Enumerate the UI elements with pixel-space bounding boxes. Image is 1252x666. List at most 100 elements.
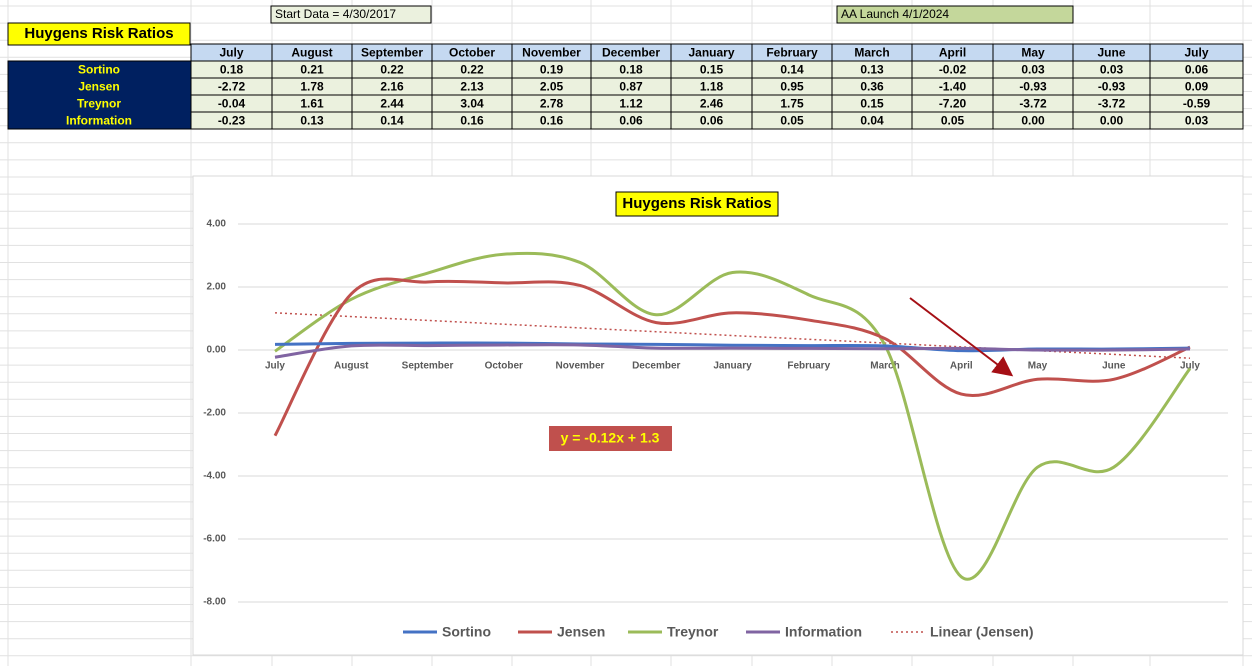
- cell-value: 0.95: [780, 80, 804, 94]
- cell-value: -0.59: [1183, 97, 1211, 111]
- row-label: Sortino: [78, 63, 120, 77]
- sheet-title: Huygens Risk Ratios: [24, 25, 173, 42]
- legend-label: Jensen: [557, 624, 605, 640]
- equation-box: [549, 426, 672, 451]
- x-tick-label: July: [265, 361, 285, 372]
- cell-value: -0.93: [1098, 80, 1126, 94]
- legend-label: Treynor: [667, 624, 719, 640]
- cell-value: 0.13: [860, 63, 884, 77]
- cell-value: 0.16: [460, 114, 484, 128]
- cell-value: 0.22: [460, 63, 484, 77]
- row-label: Information: [66, 114, 132, 128]
- column-header: June: [1097, 46, 1125, 60]
- column-header: February: [766, 46, 818, 60]
- chart-title: Huygens Risk Ratios: [622, 195, 771, 212]
- cell-value: 0.03: [1185, 114, 1209, 128]
- arrow: [909, 297, 1014, 377]
- x-tick-label: July: [1180, 361, 1200, 372]
- cell-value: 0.21: [300, 63, 324, 77]
- series-line: [274, 251, 1192, 581]
- legend-label: Sortino: [442, 624, 491, 640]
- column-header: September: [361, 46, 423, 60]
- launch-note-box: [836, 5, 1074, 24]
- column-header: August: [291, 46, 332, 60]
- x-tick-label: June: [1102, 361, 1126, 372]
- cell-value: 1.61: [300, 97, 324, 111]
- cell-value: 0.06: [700, 114, 724, 128]
- cell-value: -0.23: [218, 114, 246, 128]
- cell-value: 0.18: [220, 63, 244, 77]
- launch-note: AA Launch 4/1/2024: [841, 7, 949, 21]
- cell-value: 2.05: [540, 80, 564, 94]
- cell-value: 2.46: [700, 97, 724, 111]
- cell-value: 1.75: [780, 97, 804, 111]
- y-tick-label: 0.00: [207, 345, 227, 356]
- x-tick-label: November: [556, 361, 605, 372]
- chart: -8.00 -6.00 -4.00 -2.00 0.00 2.00 4.00 July Augu…: [203, 191, 1228, 640]
- column-header: December: [602, 46, 660, 60]
- chart-area: [192, 175, 1244, 656]
- column-header: October: [449, 46, 495, 60]
- cell-value: 0.05: [780, 114, 804, 128]
- series-line: [273, 277, 1191, 437]
- start-note: Start Data = 4/30/2017: [275, 7, 396, 21]
- x-tick-label: September: [402, 361, 454, 372]
- cell-value: 0.05: [941, 114, 965, 128]
- cell-value: 2.13: [460, 80, 484, 94]
- cell-value: 0.87: [619, 80, 643, 94]
- legend-label: Information: [785, 624, 862, 640]
- x-tick-label: February: [787, 361, 830, 372]
- cell-value: 0.18: [619, 63, 643, 77]
- cell-value: 0.09: [1185, 80, 1209, 94]
- cell-value: -3.72: [1098, 97, 1126, 111]
- cell-value: 0.06: [1185, 63, 1209, 77]
- cell-value: -7.20: [939, 97, 967, 111]
- x-tick-label: March: [870, 361, 899, 372]
- column-header: November: [522, 46, 581, 60]
- x-tick-label: December: [632, 361, 680, 372]
- cell-value: -0.04: [218, 97, 246, 111]
- cell-value: -3.72: [1019, 97, 1047, 111]
- x-tick-label: April: [950, 361, 973, 372]
- x-tick-label: October: [485, 361, 523, 372]
- cell-value: 0.06: [619, 114, 643, 128]
- cell-value: 0.15: [860, 97, 884, 111]
- cell-value: 0.22: [380, 63, 404, 77]
- row-label: Treynor: [77, 97, 121, 111]
- cell-value: 1.18: [700, 80, 724, 94]
- start-note-box: [270, 5, 432, 24]
- column-header: April: [939, 46, 966, 60]
- cell-value: 2.16: [380, 80, 404, 94]
- chart-title-box: [615, 191, 779, 217]
- column-header: July: [1184, 46, 1208, 60]
- row-label: Jensen: [78, 80, 119, 94]
- x-tick-label: August: [334, 361, 369, 372]
- cell-value: 1.78: [300, 80, 324, 94]
- cell-value: 2.44: [380, 97, 404, 111]
- y-tick-label: -4.00: [203, 471, 226, 482]
- cell-value: -1.40: [939, 80, 967, 94]
- trendline-equation: y = -0.12x + 1.3: [561, 430, 660, 446]
- y-tick-label: -6.00: [203, 534, 226, 545]
- column-header: January: [688, 46, 734, 60]
- cell-value: 0.19: [540, 63, 564, 77]
- label-column: [7, 60, 192, 130]
- cell-value: 3.04: [460, 97, 484, 111]
- cell-value: 0.15: [700, 63, 724, 77]
- column-header: May: [1021, 46, 1045, 60]
- cell-value: 0.36: [860, 80, 884, 94]
- column-header: July: [219, 46, 243, 60]
- cell-value: 0.00: [1021, 114, 1045, 128]
- cell-value: 0.03: [1021, 63, 1045, 77]
- cell-value: -0.02: [939, 63, 967, 77]
- y-tick-label: -8.00: [203, 597, 226, 608]
- y-tick-label: 2.00: [207, 282, 227, 293]
- legend-label: Linear (Jensen): [930, 624, 1033, 640]
- title-box: [7, 22, 191, 46]
- column-header: March: [854, 46, 889, 60]
- x-tick-label: May: [1028, 361, 1048, 372]
- cell-value: 0.14: [780, 63, 804, 77]
- cell-value: 0.03: [1100, 63, 1124, 77]
- cell-value: 0.14: [380, 114, 404, 128]
